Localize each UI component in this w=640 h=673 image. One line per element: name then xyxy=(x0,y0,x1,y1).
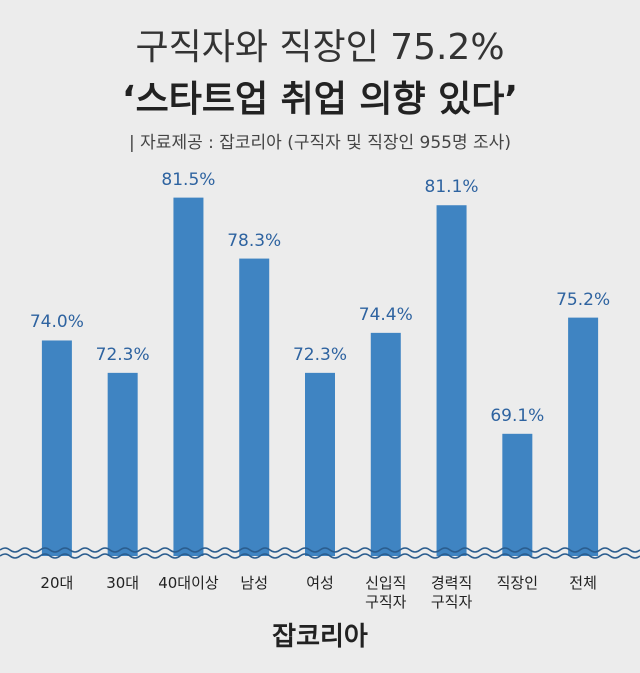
value-label: 75.2% xyxy=(556,289,611,310)
chart-title: 구직자와 직장인 75.2% xyxy=(135,27,505,68)
bar xyxy=(239,258,270,556)
bar xyxy=(305,372,335,556)
value-label: 81.1% xyxy=(424,177,479,198)
source: | 자료제공 : 잡코리아 (구직자 및 직장인 955명 조사) xyxy=(129,133,511,153)
bar xyxy=(41,340,72,556)
x-tick-label: 전체 xyxy=(569,574,597,592)
chart-subtitle: ‘스타트업 취업 의향 있다’ xyxy=(121,79,519,120)
x-tick-label: 남성 xyxy=(240,574,269,592)
bar xyxy=(568,317,599,556)
x-tick-label: 여성 xyxy=(306,574,334,592)
x-tick-label: 40대이상 xyxy=(158,574,219,592)
value-label: 81.5% xyxy=(161,169,216,190)
x-tick-label: 30대 xyxy=(106,574,140,592)
bar xyxy=(436,205,467,556)
bar xyxy=(502,433,533,556)
bar xyxy=(370,332,401,556)
value-label: 78.3% xyxy=(227,230,282,251)
value-label: 74.0% xyxy=(29,312,84,333)
value-label: 72.3% xyxy=(292,344,347,365)
x-tick-label: 직장인 xyxy=(496,574,539,592)
x-tick-label: 20대 xyxy=(40,574,74,592)
wave-line xyxy=(0,547,640,553)
value-label: 69.1% xyxy=(490,405,545,426)
value-label: 74.4% xyxy=(358,304,413,325)
value-label: 72.3% xyxy=(95,344,150,365)
wave-line xyxy=(0,553,640,559)
footer: 잡코리아 xyxy=(272,622,368,652)
x-tick-label: 신입직 구직자 xyxy=(365,574,407,611)
x-tick-label: 경력직 구직자 xyxy=(430,574,473,611)
bar xyxy=(107,372,138,556)
bar xyxy=(173,197,204,556)
